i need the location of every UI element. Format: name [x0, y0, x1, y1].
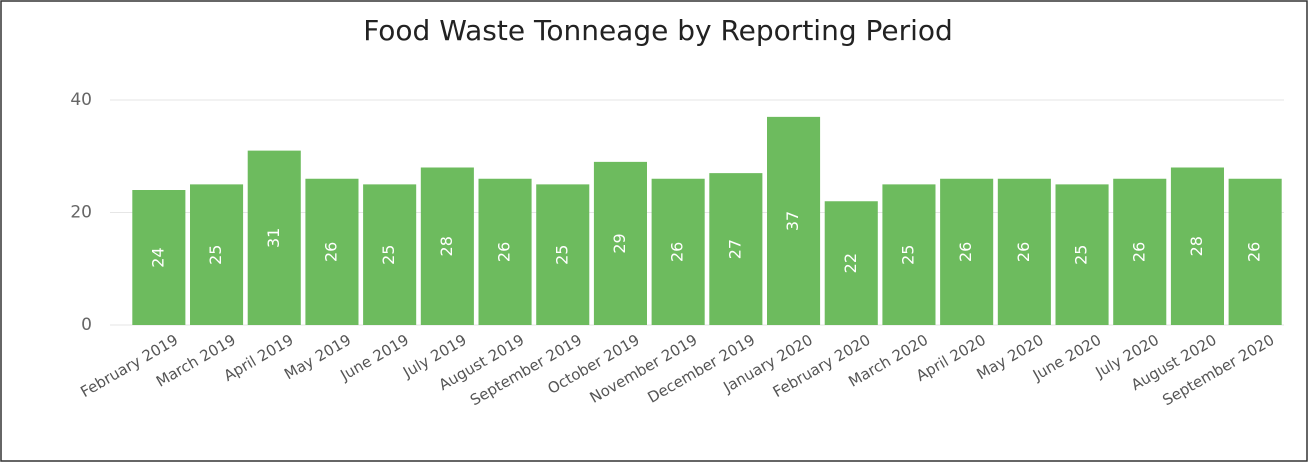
bar [1170, 167, 1224, 325]
value-label: 25 [898, 245, 917, 265]
value-label: 24 [148, 247, 167, 267]
value-label: 31 [264, 228, 283, 248]
y-tick-label: 0 [81, 315, 92, 335]
value-label: 28 [1187, 236, 1206, 256]
bar [593, 161, 647, 325]
value-label: 26 [1014, 242, 1033, 262]
bar [1113, 178, 1167, 325]
bar [478, 178, 532, 325]
bar [1055, 184, 1109, 325]
bar [420, 167, 474, 325]
y-tick-label: 40 [70, 90, 92, 110]
value-label: 26 [321, 242, 340, 262]
bar [767, 116, 821, 325]
value-label: 25 [206, 245, 225, 265]
chart-title: Food Waste Tonneage by Reporting Period [363, 14, 953, 47]
value-label: 26 [668, 242, 687, 262]
value-label: 25 [379, 245, 398, 265]
bar [132, 190, 186, 325]
value-label: 26 [1245, 242, 1264, 262]
value-label: 26 [1129, 242, 1148, 262]
bar [940, 178, 994, 325]
bar [882, 184, 936, 325]
value-label: 26 [956, 242, 975, 262]
y-tick-label: 20 [70, 203, 92, 223]
value-label: 25 [1072, 245, 1091, 265]
bar [247, 150, 301, 325]
bar [305, 178, 359, 325]
value-label: 28 [437, 236, 456, 256]
value-label: 26 [495, 242, 514, 262]
bar [1228, 178, 1282, 325]
bar [824, 201, 878, 325]
value-label: 29 [610, 233, 629, 253]
bar [363, 184, 417, 325]
bar [536, 184, 590, 325]
value-label: 27 [725, 239, 744, 259]
value-label: 25 [552, 245, 571, 265]
value-label: 37 [783, 211, 802, 231]
bar [709, 173, 763, 325]
value-label: 22 [841, 253, 860, 273]
bar [651, 178, 705, 325]
bar [997, 178, 1051, 325]
bar [190, 184, 244, 325]
